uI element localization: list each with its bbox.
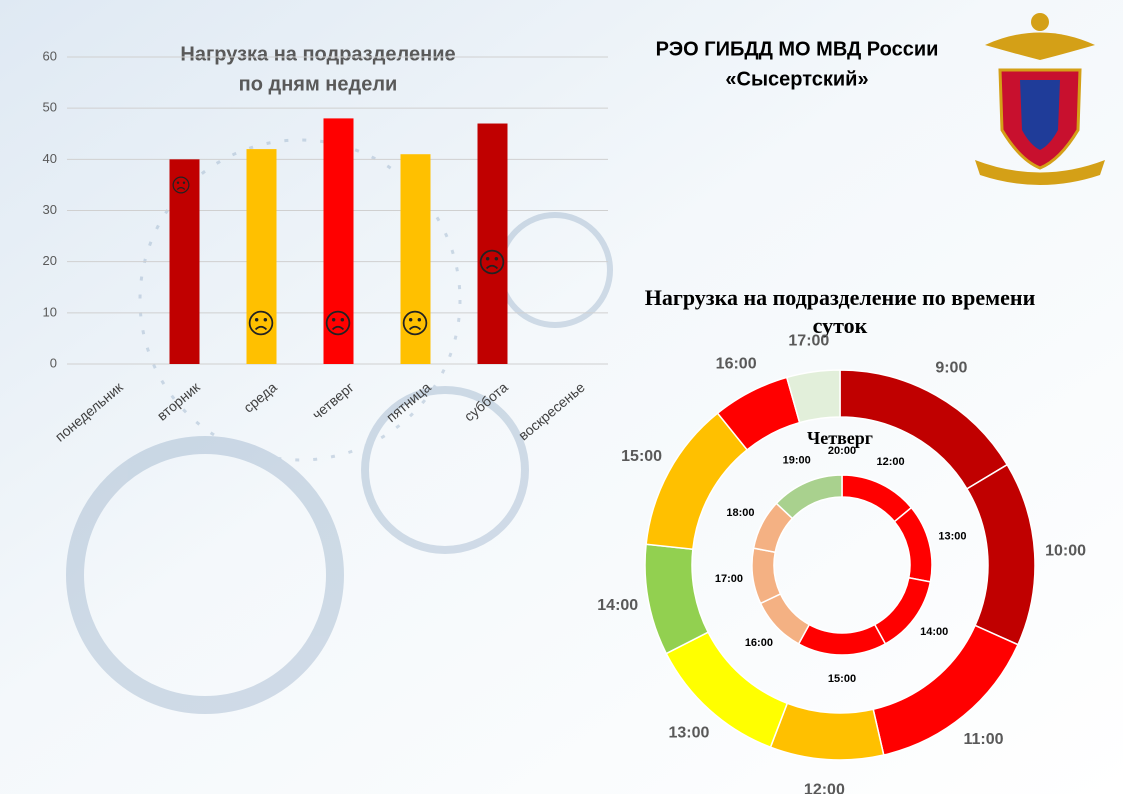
chart-title: Нагрузка на подразделение xyxy=(180,43,455,65)
segment-label: 16:00 xyxy=(716,355,757,372)
bar xyxy=(400,154,431,364)
bar xyxy=(246,149,277,364)
y-tick-label: 20 xyxy=(43,253,57,268)
segment-label: 19:00 xyxy=(783,454,811,466)
segment-label: 17:00 xyxy=(788,332,829,349)
emblem xyxy=(975,13,1105,185)
segment-label: 13:00 xyxy=(668,724,709,741)
header-line: РЭО ГИБДД МО МВД России xyxy=(656,38,939,60)
y-tick-label: 50 xyxy=(43,100,57,115)
segment-label: 14:00 xyxy=(920,626,948,638)
chart-title: суток xyxy=(813,313,868,338)
y-tick-label: 30 xyxy=(43,202,57,217)
segment-label: 12:00 xyxy=(804,782,845,794)
segment-label: 9:00 xyxy=(935,360,967,377)
y-tick-label: 0 xyxy=(50,355,57,370)
donut-segment xyxy=(775,474,843,520)
chart-title: по дням недели xyxy=(239,73,398,95)
segment-label: 12:00 xyxy=(876,456,904,468)
segment-label: 17:00 xyxy=(715,573,743,585)
y-tick-label: 60 xyxy=(43,48,57,63)
segment-label: 15:00 xyxy=(621,448,662,465)
segment-label: 11:00 xyxy=(963,731,1003,748)
chart-title: Нагрузка на подразделение по времени xyxy=(645,285,1036,310)
segment-label: 10:00 xyxy=(1045,543,1086,560)
bar xyxy=(169,159,200,364)
y-tick-label: 10 xyxy=(43,304,57,319)
donut-segment xyxy=(785,369,841,424)
segment-label: 14:00 xyxy=(597,597,638,614)
inner-title: Четверг xyxy=(807,428,873,448)
segment-label: 18:00 xyxy=(726,507,754,519)
segment-label: 15:00 xyxy=(828,673,856,685)
segment-label: 13:00 xyxy=(938,531,966,543)
y-tick-label: 40 xyxy=(43,151,57,166)
segment-label: 16:00 xyxy=(745,637,773,649)
bar xyxy=(477,123,508,365)
header-line: «Сысертский» xyxy=(725,68,868,90)
segment-label: 20:00 xyxy=(828,445,856,457)
bar xyxy=(323,118,354,365)
